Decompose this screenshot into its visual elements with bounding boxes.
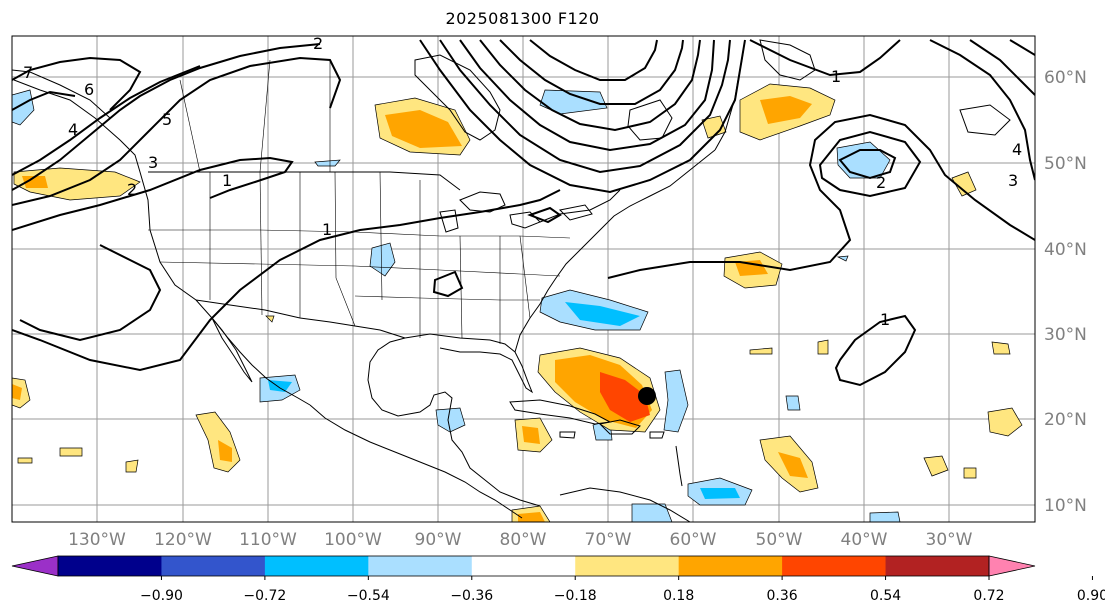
colorbar-tick-label: 0.36 — [767, 588, 798, 604]
colorbar-tick-label: 0.18 — [663, 588, 694, 604]
state-borders — [148, 59, 571, 344]
colorbar-segment — [264, 556, 369, 576]
contour-label: 6 — [84, 80, 94, 99]
latitude-labels: 60°N 50°N 40°N 30°N 20°N 10°N — [1044, 68, 1087, 516]
lat-label: 10°N — [1044, 496, 1087, 516]
map-border — [11, 35, 1036, 523]
colorbar: −0.90 −0.72 −0.54 −0.36 −0.18 0.18 0.36 0.54 0.7… — [11, 555, 1105, 604]
colorbar-extend-min — [11, 555, 59, 577]
colorbar-segment — [575, 556, 680, 576]
contour-label: 4 — [1012, 140, 1022, 159]
contour-label: 1 — [831, 67, 841, 86]
lon-label: 60°W — [670, 530, 717, 550]
contour-lines — [12, 39, 1035, 387]
colorbar-extend-max — [988, 555, 1036, 577]
lon-label: 30°W — [926, 530, 973, 550]
colorbar-tick-label: −0.90 — [140, 588, 183, 604]
contour-labels: 1 2 3 4 5 6 7 1 2 3 4 1 1 2 — [23, 34, 1022, 329]
colorbar-segment — [368, 556, 473, 576]
longitude-labels: 130°W 120°W 110°W 100°W 90°W 80°W 70°W 6… — [68, 530, 973, 550]
colorbar-tick-label: −0.36 — [450, 588, 493, 604]
contour-label: 7 — [23, 63, 33, 82]
colorbar-tick-label: 0.54 — [870, 588, 901, 604]
anomaly-shading — [12, 83, 1023, 522]
contour-label: 3 — [148, 153, 158, 172]
colorbar-segment — [782, 556, 887, 576]
colorbar-segment — [58, 556, 162, 576]
colorbar-tick-label: −0.54 — [347, 588, 390, 604]
lat-label: 20°N — [1044, 410, 1087, 430]
lon-label: 90°W — [415, 530, 462, 550]
contour-label: 1 — [880, 310, 890, 329]
colorbar-segment — [161, 556, 266, 576]
contour-label: 2 — [876, 173, 886, 192]
contour-label: 5 — [162, 110, 172, 129]
lat-label: 50°N — [1044, 154, 1087, 174]
lon-label: 70°W — [585, 530, 632, 550]
lon-label: 120°W — [154, 530, 212, 550]
contour-label: 1 — [322, 220, 332, 239]
coastlines — [12, 39, 1011, 522]
colorbar-tick-label: 0.72 — [973, 588, 1004, 604]
colorbar-segment — [471, 556, 576, 576]
lat-label: 30°N — [1044, 325, 1087, 345]
lon-label: 100°W — [324, 530, 382, 550]
lon-label: 40°W — [841, 530, 888, 550]
map-title: 2025081300 F120 — [445, 9, 600, 28]
colorbar-tick-label: −0.18 — [554, 588, 597, 604]
colorbar-tick-label: 0.90 — [1077, 588, 1105, 604]
colorbar-segment — [885, 556, 990, 576]
colorbar-tick-label: −0.72 — [243, 588, 286, 604]
contour-label: 2 — [127, 180, 137, 199]
contour-label: 3 — [1008, 171, 1018, 190]
lon-label: 110°W — [239, 530, 297, 550]
contour-label: 4 — [68, 120, 78, 139]
storm-position-marker — [638, 387, 656, 405]
lon-label: 80°W — [500, 530, 547, 550]
lon-label: 130°W — [68, 530, 126, 550]
lat-label: 60°N — [1044, 68, 1087, 88]
colorbar-segment — [678, 556, 783, 576]
contour-label: 2 — [313, 34, 323, 53]
contour-label: 1 — [222, 171, 232, 190]
lat-label: 40°N — [1044, 240, 1087, 260]
lon-label: 50°W — [756, 530, 803, 550]
